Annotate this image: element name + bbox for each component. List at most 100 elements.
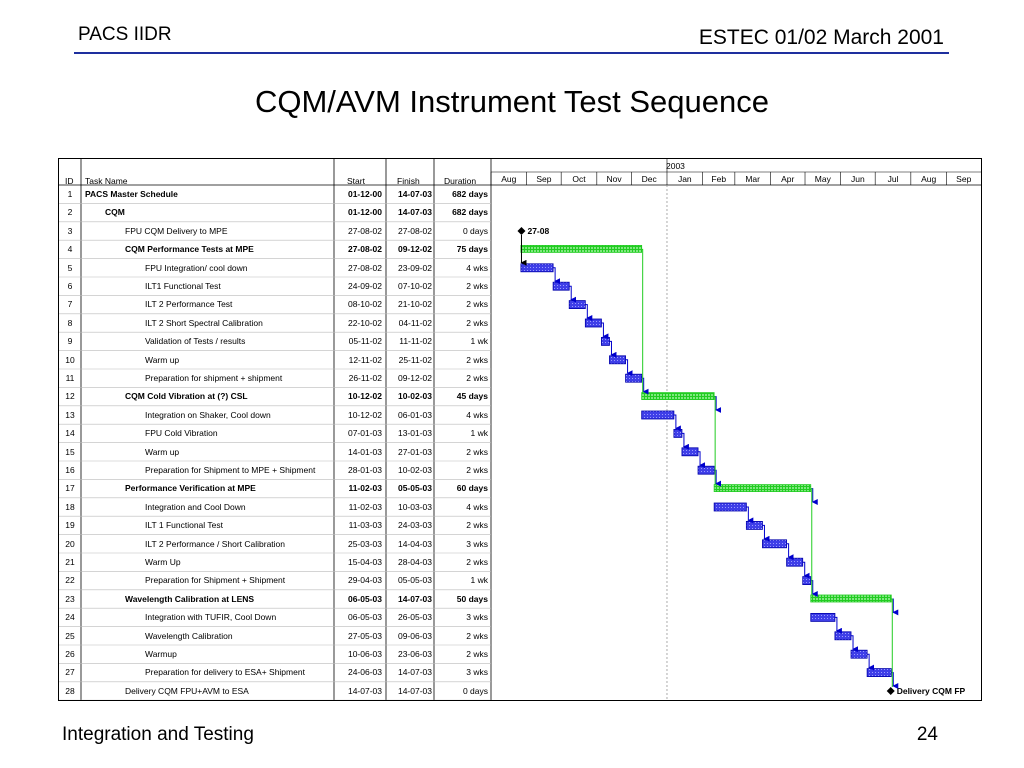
task-duration: 1 wk	[470, 428, 488, 439]
task-finish: 09-12-02	[397, 373, 432, 383]
task-name: Preparation for Shipment + Shipment	[145, 575, 286, 586]
milestone-marker	[517, 227, 526, 235]
task-duration: 75 days	[456, 244, 488, 255]
task-id: 5	[67, 262, 73, 273]
task-finish: 14-07-03	[397, 593, 432, 604]
task-start: 11-02-03	[348, 501, 382, 512]
task-name: Integration on Shaker, Cool down	[145, 409, 271, 420]
task-bar	[713, 502, 747, 512]
task-id: 21	[65, 557, 75, 567]
task-id: 23	[65, 593, 75, 604]
dependency-link	[786, 543, 794, 561]
task-duration: 60 days	[456, 483, 488, 494]
task-name: ILT 2 Performance Test	[145, 299, 233, 310]
task-name: Warmup	[145, 649, 177, 659]
task-name: Warm up	[145, 446, 180, 457]
task-duration: 2 wks	[466, 465, 488, 475]
task-duration: 50 days	[456, 593, 488, 604]
task-name: Preparation for Shipment to MPE + Shipme…	[145, 465, 316, 475]
task-name: Wavelength Calibration	[145, 630, 233, 641]
task-finish: 13-01-03	[397, 428, 432, 439]
task-finish: 24-03-03	[397, 520, 432, 531]
task-bar	[584, 318, 602, 328]
dependency-link	[673, 414, 681, 432]
summary-bar	[641, 392, 715, 401]
task-start: 24-09-02	[347, 281, 382, 291]
task-bar	[802, 576, 812, 586]
task-id: 16	[65, 465, 75, 475]
task-id: 12	[65, 391, 75, 402]
task-bar	[681, 447, 699, 457]
task-name: FPU Cold Vibration	[145, 428, 218, 439]
task-duration: 682 days	[452, 207, 488, 218]
task-duration: 0 days	[462, 225, 488, 236]
task-id: 3	[67, 225, 73, 236]
summary-bar	[810, 594, 892, 603]
task-finish: 09-12-02	[397, 244, 432, 255]
task-duration: 2 wks	[466, 373, 488, 383]
header-rule	[74, 52, 949, 54]
task-duration: 45 days	[456, 391, 488, 402]
month-label: Aug	[921, 174, 937, 184]
task-id: 1	[67, 189, 73, 199]
task-id: 17	[65, 483, 75, 494]
task-start: 27-08-02	[347, 244, 382, 255]
gantt-svg: 27-08 Delivery CQM FP	[59, 159, 981, 700]
task-id: 10	[65, 354, 75, 365]
month-label: Nov	[606, 174, 622, 184]
task-duration: 1 wk	[470, 575, 488, 586]
task-name: Preparation for shipment + shipment	[145, 373, 283, 383]
task-duration: 2 wks	[466, 557, 488, 567]
task-bar	[850, 649, 868, 659]
summary-bar	[713, 484, 812, 493]
gantt-chart: 27-08 Delivery CQM FP ID Task Name Start …	[58, 158, 982, 701]
summary-link	[641, 248, 644, 393]
header-left-label: PACS IIDR	[78, 24, 172, 45]
month-label: Jan	[677, 174, 692, 184]
task-id: 7	[67, 299, 73, 310]
task-name: ILT1 Functional Test	[145, 281, 221, 291]
task-name: FPU CQM Delivery to MPE	[125, 225, 228, 236]
dependency-link	[601, 322, 609, 340]
task-duration: 2 wks	[466, 299, 488, 310]
task-duration: 1 wk	[470, 336, 488, 347]
task-bar	[762, 539, 788, 549]
dependency-link	[681, 432, 689, 450]
month-label: Dec	[641, 174, 657, 184]
dependency-link	[569, 285, 577, 303]
dependency-link	[625, 359, 633, 377]
task-name: PACS Master Schedule	[85, 189, 178, 199]
month-label: Sep	[956, 174, 972, 184]
col-header-duration: Duration	[444, 176, 477, 186]
task-name: Warm up	[145, 354, 180, 365]
month-label: Feb	[711, 174, 727, 184]
task-id: 14	[65, 428, 75, 439]
month-label: Mar	[745, 174, 760, 184]
task-finish: 05-05-03	[397, 483, 432, 494]
task-finish: 14-04-03	[397, 538, 432, 549]
task-name: Integration with TUFIR, Cool Down	[145, 612, 277, 623]
task-start: 27-05-03	[347, 630, 382, 641]
dependency-link	[698, 451, 706, 469]
month-label: Aug	[501, 174, 517, 184]
month-label: Sep	[536, 174, 552, 184]
summary-link	[891, 598, 893, 687]
milestone-marker	[886, 687, 895, 695]
task-duration: 4 wks	[466, 262, 488, 273]
task-name: FPU Integration/ cool down	[145, 262, 248, 273]
task-start: 25-03-03	[347, 538, 382, 549]
task-id: 11	[65, 373, 75, 383]
task-id: 8	[67, 317, 73, 328]
task-id: 26	[65, 649, 75, 659]
task-duration: 2 wks	[466, 630, 488, 641]
task-duration: 2 wks	[466, 281, 488, 291]
task-start: 05-11-02	[348, 336, 382, 347]
task-id: 24	[65, 612, 75, 623]
month-label: May	[814, 174, 831, 184]
task-bar	[745, 520, 763, 530]
task-id: 18	[65, 501, 75, 512]
dependency-link	[834, 616, 842, 634]
task-bar	[625, 373, 643, 383]
task-id: 20	[65, 538, 75, 549]
task-id: 15	[65, 446, 75, 457]
